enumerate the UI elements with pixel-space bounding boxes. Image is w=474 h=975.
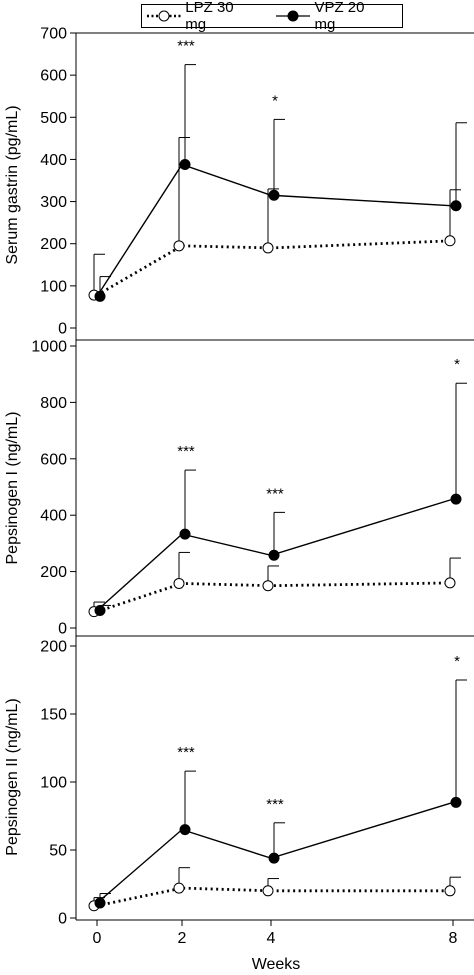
point-lpz xyxy=(262,242,274,254)
x-axis-label: Weeks xyxy=(252,956,301,973)
legend-lpz-marker-icon xyxy=(147,10,181,22)
legend-vpz-label: VPZ 20 mg xyxy=(314,0,365,33)
series-line-vpz xyxy=(96,163,454,297)
point-lpz xyxy=(262,580,274,592)
point-vpz xyxy=(450,493,462,505)
legend-vpz-marker-icon xyxy=(276,10,311,22)
point-vpz xyxy=(94,605,106,617)
y-tick-label: 150 xyxy=(40,707,67,724)
y-tick-label: 600 xyxy=(40,68,67,85)
y-tick-label: 500 xyxy=(40,110,67,127)
point-lpz xyxy=(262,885,274,897)
point-lpz xyxy=(173,240,185,252)
x-tick-label: 2 xyxy=(178,930,187,947)
point-vpz xyxy=(268,549,280,561)
point-lpz xyxy=(444,885,456,897)
y-tick-label: 1000 xyxy=(31,339,67,356)
point-vpz xyxy=(94,897,106,909)
point-vpz xyxy=(450,796,462,808)
x-tick-label: 8 xyxy=(449,930,458,947)
point-lpz xyxy=(173,882,185,894)
significance-marker: *** xyxy=(177,443,195,460)
legend: LPZ 30 mg VPZ 20 mg xyxy=(141,0,403,33)
y-tick-label: 200 xyxy=(40,564,67,581)
point-vpz xyxy=(179,158,191,170)
legend-lpz-label: LPZ 30 mg xyxy=(185,0,234,33)
series-line-vpz xyxy=(96,801,454,904)
series-line-vpz xyxy=(96,498,454,612)
y-axis-label: Pepsinogen I (ng/mL) xyxy=(4,412,21,565)
point-lpz xyxy=(444,235,456,247)
y-tick-label: 0 xyxy=(58,321,67,338)
significance-marker: *** xyxy=(177,38,195,55)
legend-item-lpz: LPZ 30 mg xyxy=(146,0,257,33)
point-vpz xyxy=(268,189,280,201)
y-tick-label: 200 xyxy=(40,236,67,253)
y-tick-label: 100 xyxy=(40,775,67,792)
y-tick-label: 0 xyxy=(58,621,67,638)
significance-marker: * xyxy=(272,92,278,109)
series-line-lpz xyxy=(96,581,454,613)
significance-marker: *** xyxy=(177,744,195,761)
y-tick-label: 300 xyxy=(40,194,67,211)
x-tick-label: 0 xyxy=(93,930,102,947)
y-axis-label: Pepsinogen II (ng/mL) xyxy=(4,698,21,855)
significance-marker: *** xyxy=(266,796,284,813)
point-vpz xyxy=(450,200,462,212)
y-tick-label: 700 xyxy=(40,26,67,43)
x-tick-label: 4 xyxy=(267,930,276,947)
y-tick-label: 400 xyxy=(40,508,67,525)
point-lpz xyxy=(444,577,456,589)
y-tick-label: 400 xyxy=(40,152,67,169)
significance-marker: * xyxy=(454,356,460,373)
y-tick-label: 100 xyxy=(40,278,67,295)
y-tick-label: 800 xyxy=(40,395,67,412)
point-vpz xyxy=(179,824,191,836)
y-tick-label: 0 xyxy=(58,911,67,928)
y-tick-label: 600 xyxy=(40,451,67,468)
significance-marker: *** xyxy=(266,485,284,502)
y-tick-label: 200 xyxy=(40,639,67,656)
y-tick-label: 50 xyxy=(49,843,67,860)
point-lpz xyxy=(173,577,185,589)
y-axis-label: Serum gastrin (pg/mL) xyxy=(4,105,21,264)
point-vpz xyxy=(268,852,280,864)
series-line-lpz xyxy=(96,239,454,297)
series-line-lpz xyxy=(96,886,453,908)
legend-item-vpz: VPZ 20 mg xyxy=(275,0,388,33)
point-vpz xyxy=(94,290,106,302)
point-vpz xyxy=(179,528,191,540)
significance-marker: * xyxy=(454,653,460,670)
